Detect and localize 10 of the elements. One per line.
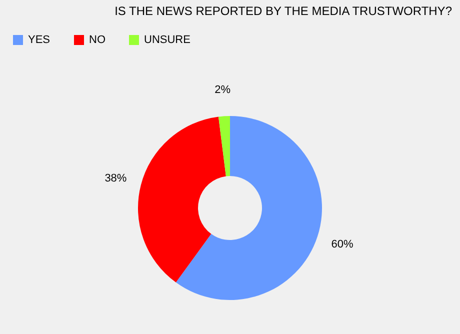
legend-label: UNSURE [144,34,190,46]
donut-slice [138,116,226,282]
donut-slice [218,116,230,176]
legend-label: NO [89,34,106,46]
chart-title: IS THE NEWS REPORTED BY THE MEDIA TRUSTWORTHY? [114,4,452,18]
data-label: 2% [214,84,231,96]
data-label: 60% [331,238,354,250]
donut-slice [176,116,322,300]
legend-label: YES [28,34,50,46]
data-label: 38% [104,172,127,185]
